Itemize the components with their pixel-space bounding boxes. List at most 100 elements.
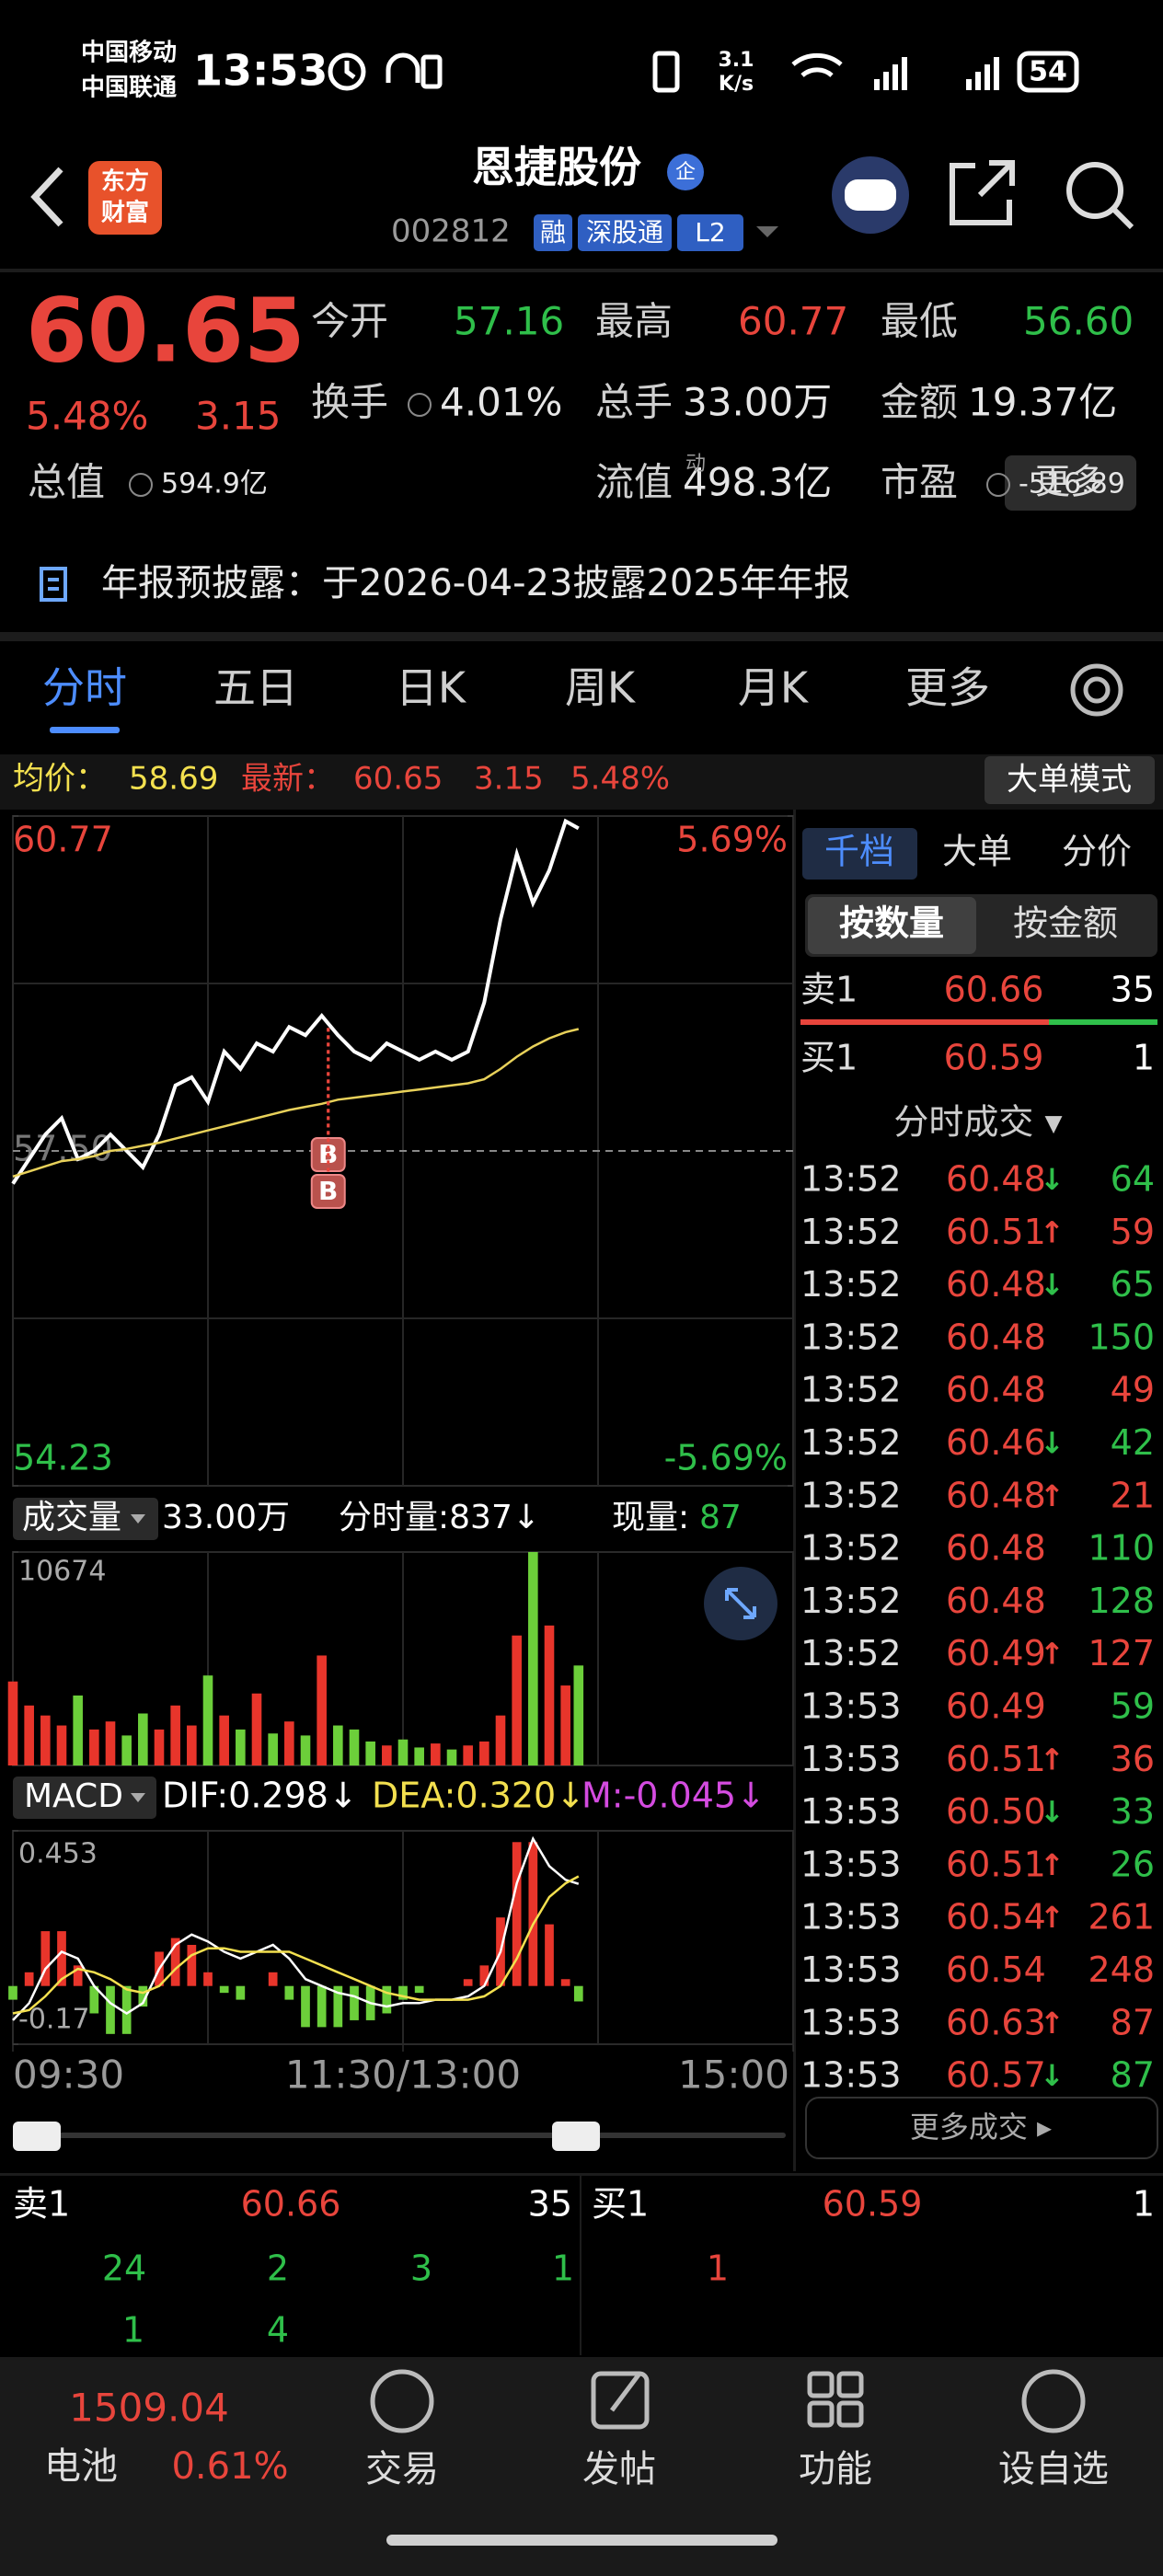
y-tick-label: 0.453 bbox=[18, 1838, 98, 1870]
macd-bar bbox=[398, 1985, 408, 2000]
trade-price: 60.51 bbox=[946, 1739, 1046, 1779]
net-unit: K/s bbox=[719, 73, 754, 96]
change: 3.15 bbox=[474, 761, 544, 798]
net-speed: 3.1 bbox=[719, 49, 754, 72]
macd-bar bbox=[73, 1965, 83, 1986]
info-icon bbox=[408, 393, 432, 417]
panel-tab[interactable]: 大单 bbox=[942, 832, 1012, 872]
current-volume: 87 bbox=[699, 1499, 742, 1536]
tag-bg bbox=[677, 214, 743, 251]
tab[interactable]: 月K bbox=[738, 663, 810, 713]
macd-label: MACD bbox=[24, 1777, 123, 1815]
trade-time: 13:52 bbox=[800, 1212, 902, 1252]
macd-bar bbox=[187, 1945, 197, 1986]
trade-price: 60.46 bbox=[946, 1422, 1046, 1463]
toggle-button[interactable]: 按数量 bbox=[839, 903, 944, 944]
dropdown bbox=[131, 1793, 145, 1802]
trades-title[interactable]: 分时成交 ▾ bbox=[893, 1102, 1062, 1143]
trade-arrow: ↑ bbox=[1040, 1478, 1065, 1513]
trade-time: 13:52 bbox=[800, 1633, 902, 1673]
more-text[interactable]: 更多 bbox=[1035, 462, 1105, 502]
change: 3.15 bbox=[195, 394, 282, 439]
trade-arrow: ↑ bbox=[1040, 1742, 1065, 1777]
volume-bar bbox=[56, 1725, 67, 1765]
mode-button[interactable] bbox=[985, 756, 1155, 804]
tab[interactable]: 更多 bbox=[905, 663, 990, 713]
field-label: 金额 bbox=[881, 380, 958, 425]
field-value: 57.16 bbox=[454, 299, 564, 344]
trade-price: 60.49 bbox=[946, 1686, 1046, 1727]
nav-item[interactable]: 设自选 bbox=[998, 2448, 1109, 2490]
tab[interactable]: 周K bbox=[565, 663, 637, 713]
dropdown-bg[interactable] bbox=[13, 1498, 158, 1540]
macd-bar bbox=[203, 1972, 213, 1986]
index-name[interactable]: 电池 bbox=[44, 2445, 118, 2488]
more-button[interactable] bbox=[1005, 455, 1136, 511]
macd-bar bbox=[219, 1985, 229, 1994]
trade-volume: 33 bbox=[1111, 1791, 1155, 1832]
tab[interactable]: 五日 bbox=[213, 663, 298, 713]
level-volume: 1 bbox=[1133, 2184, 1155, 2225]
macd-bar bbox=[40, 1931, 51, 1986]
avg-label: 均价： bbox=[13, 761, 107, 798]
avg-price: 58.69 bbox=[129, 761, 218, 798]
panel-tab-bg bbox=[802, 828, 917, 880]
more-trades[interactable]: 更多成交 ▸ bbox=[910, 2110, 1052, 2145]
panel-tab[interactable]: 分价 bbox=[1062, 832, 1132, 872]
toggle-active[interactable] bbox=[808, 897, 976, 954]
trade-time: 13:52 bbox=[800, 1370, 902, 1410]
field-value: 4.01% bbox=[440, 380, 562, 425]
notice: 年报预披露：于2026-04-23披露2025年年报 bbox=[101, 562, 850, 604]
trade-arrow: ↑ bbox=[1040, 1847, 1065, 1882]
panel-tab[interactable]: 千档 bbox=[824, 832, 894, 872]
trade-price: 60.51 bbox=[946, 1212, 1046, 1252]
queue-volume: 24 bbox=[102, 2248, 146, 2289]
field-label: 今开 bbox=[311, 299, 388, 344]
last-label: 最新： bbox=[241, 761, 335, 798]
volume-bar bbox=[560, 1685, 570, 1765]
trade-time: 13:53 bbox=[800, 2002, 902, 2042]
back-button[interactable] bbox=[30, 167, 63, 227]
trade-price: 60.48 bbox=[946, 1475, 1046, 1515]
dropdown-bg[interactable] bbox=[13, 1777, 156, 1819]
signal-bars bbox=[874, 57, 999, 90]
marker-label: B bbox=[318, 1176, 338, 1206]
macd-bar bbox=[528, 1842, 538, 1986]
macd-bar bbox=[479, 1965, 489, 1986]
volume-bar bbox=[573, 1665, 584, 1765]
trade-volume: 110 bbox=[1088, 1528, 1155, 1569]
dropdown[interactable] bbox=[756, 226, 778, 237]
logo-text: 东方 bbox=[101, 167, 149, 196]
trade-time: 13:53 bbox=[800, 1739, 902, 1779]
settings-button[interactable] bbox=[1070, 663, 1123, 717]
trade-time: 13:53 bbox=[800, 1844, 902, 1884]
tab[interactable]: 分时 bbox=[42, 663, 127, 713]
range-handle[interactable] bbox=[13, 2122, 61, 2151]
tab[interactable]: 日K bbox=[396, 663, 467, 713]
search-button[interactable] bbox=[1066, 162, 1134, 230]
trade-price: 60.54 bbox=[946, 1949, 1046, 1990]
dropdown bbox=[131, 1514, 145, 1524]
nav-item[interactable]: 功能 bbox=[799, 2448, 872, 2490]
volume-bar bbox=[479, 1741, 489, 1765]
nav-item[interactable]: 交易 bbox=[365, 2448, 439, 2490]
field-value: 594.9亿 bbox=[161, 468, 268, 500]
dea-line bbox=[12, 1875, 580, 2015]
volume-bar bbox=[512, 1635, 522, 1765]
share-button[interactable] bbox=[950, 160, 1015, 225]
trade-time: 13:52 bbox=[800, 1317, 902, 1357]
mode[interactable]: 大单模式 bbox=[1007, 762, 1132, 799]
range-handle[interactable] bbox=[552, 2122, 600, 2151]
more-trades-button[interactable] bbox=[805, 2097, 1158, 2159]
carrier: 中国移动 bbox=[81, 40, 177, 67]
battery: 54 bbox=[1029, 56, 1067, 88]
home-indicator[interactable] bbox=[386, 2535, 777, 2546]
nav-icons bbox=[370, 2369, 1086, 2433]
volume-bar bbox=[414, 1747, 424, 1765]
y2-tick-label: -5.69% bbox=[664, 1438, 788, 1478]
nav-item[interactable]: 发帖 bbox=[582, 2448, 656, 2490]
trade-volume: 59 bbox=[1111, 1686, 1155, 1727]
toggle-button[interactable]: 按金额 bbox=[1013, 903, 1118, 944]
trade-price: 60.48 bbox=[946, 1159, 1046, 1200]
trade-price: 60.63 bbox=[946, 2002, 1046, 2042]
